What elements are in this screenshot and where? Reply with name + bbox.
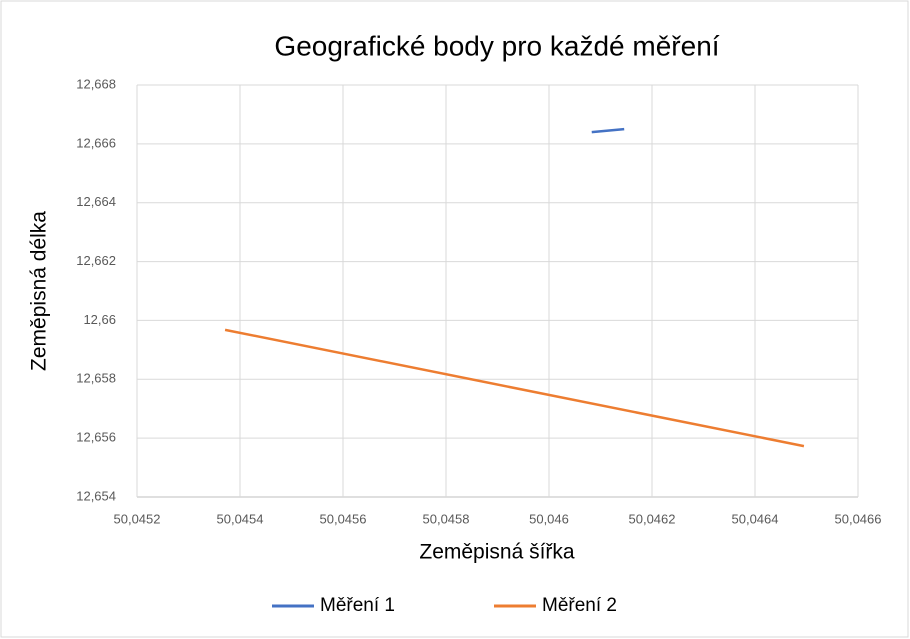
x-tick-label: 50,0462: [629, 511, 676, 526]
x-axis-title: Zeměpisná šířka: [419, 541, 575, 564]
y-tick-label: 12,664: [76, 194, 116, 209]
y-tick-label: 12,658: [76, 371, 116, 386]
series-line: [224, 328, 805, 448]
x-tick-label: 50,0464: [732, 511, 779, 526]
y-tick-label: 12,654: [76, 488, 116, 503]
y-tick-label: 12,662: [76, 253, 116, 268]
x-tick-label: 50,046: [529, 511, 569, 526]
chart-title: Geografické body pro každé měření: [274, 30, 719, 61]
x-tick-label: 50,0454: [217, 511, 264, 526]
y-tick-label: 12,666: [76, 135, 116, 150]
x-tick-label: 50,0456: [320, 511, 367, 526]
legend-label: Měření 2: [542, 595, 617, 616]
x-tick-label: 50,0452: [114, 511, 161, 526]
y-tick-label: 12,656: [76, 430, 116, 445]
y-tick-label: 12,66: [83, 312, 116, 327]
legend-label: Měření 1: [320, 595, 395, 616]
x-tick-label: 50,0458: [423, 511, 470, 526]
y-tick-label: 12,668: [76, 76, 116, 91]
x-tick-label: 50,0466: [835, 511, 882, 526]
y-axis-title: Zeměpisná délka: [28, 211, 51, 371]
series-line: [591, 127, 625, 134]
